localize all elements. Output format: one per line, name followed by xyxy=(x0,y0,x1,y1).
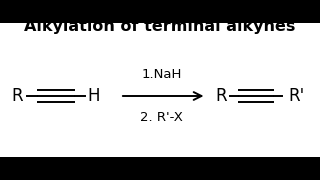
Text: R: R xyxy=(12,87,23,105)
Text: 1.NaH: 1.NaH xyxy=(141,68,182,81)
Text: 2. R'-X: 2. R'-X xyxy=(140,111,183,124)
Text: R': R' xyxy=(288,87,304,105)
Text: R: R xyxy=(215,87,227,105)
Text: Alkylation of terminal alkynes: Alkylation of terminal alkynes xyxy=(24,19,296,35)
Text: H: H xyxy=(87,87,100,105)
